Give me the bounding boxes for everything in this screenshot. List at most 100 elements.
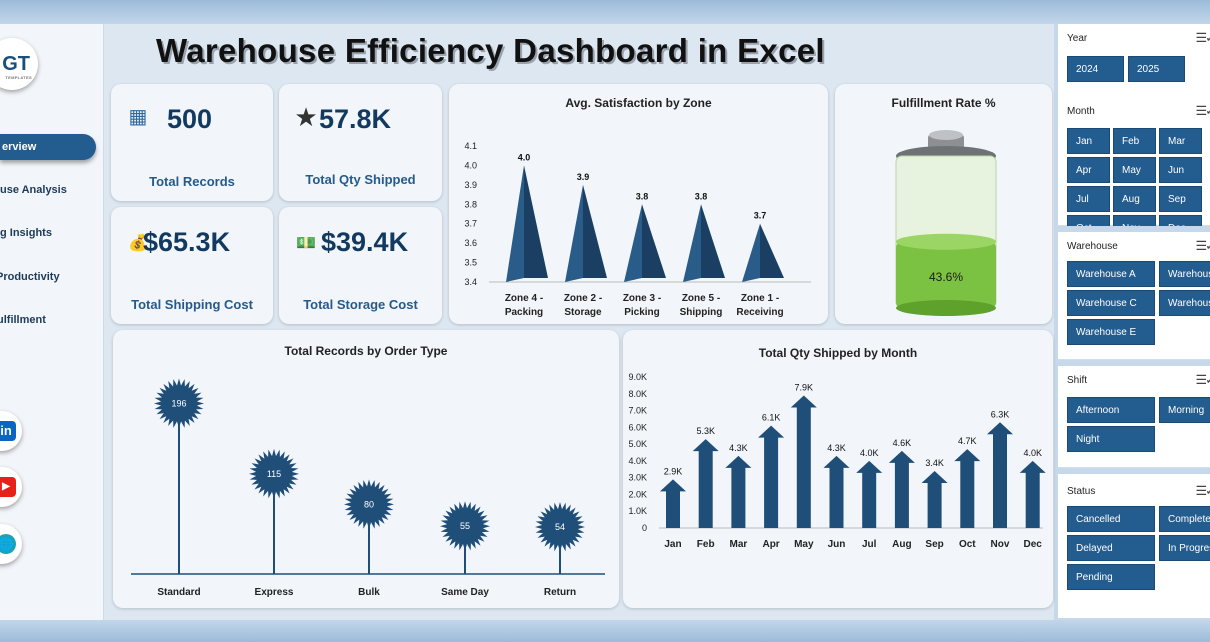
x-tick-label: Zone 3 - xyxy=(623,293,661,304)
slicer-button-mar[interactable]: Mar xyxy=(1159,128,1202,154)
data-label: 80 xyxy=(364,499,374,509)
chart-records-by-order-type: Total Records by Order Type 196 Standard 1… xyxy=(113,330,619,608)
nav-label: use Analysis xyxy=(0,184,67,196)
slicer-button-night[interactable]: Night xyxy=(1067,426,1155,452)
y-tick-label: 5.0K xyxy=(628,439,647,449)
window-bottom-bar xyxy=(0,620,1210,642)
nav-item-fulfillment[interactable]: ulfillment xyxy=(0,307,96,333)
nav-item-shipping-insights[interactable]: g Insights xyxy=(0,220,96,246)
slicer-button-delayed[interactable]: Delayed xyxy=(1067,535,1155,561)
kpi-value: $39.4K xyxy=(321,227,409,257)
y-tick-label: 3.9 xyxy=(464,180,477,190)
data-label: 7.9K xyxy=(795,382,814,392)
chart-title: Total Qty Shipped by Month xyxy=(758,346,918,360)
chart-title: Total Records by Order Type xyxy=(284,344,448,358)
slicer-button-cancelled[interactable]: Cancelled xyxy=(1067,506,1155,532)
slicer-button-afternoon[interactable]: Afternoon xyxy=(1067,397,1155,423)
slicer-warehouse: Warehouse ☰✓ Warehouse A Warehouse B War… xyxy=(1058,232,1210,360)
slicer-button-warehouse-d[interactable]: Warehouse D xyxy=(1159,290,1210,316)
x-tick-label: Jul xyxy=(862,539,877,550)
data-label: 196 xyxy=(171,398,186,408)
satisfaction-chart-svg: 3.4 3.5 3.6 3.7 3.8 3.9 4.0 4.1 4.0 Zone 4 - Packi… xyxy=(464,141,811,318)
slicer-button-dec[interactable]: Dec xyxy=(1159,215,1202,226)
slicer-button-warehouse-b[interactable]: Warehouse B xyxy=(1159,261,1210,287)
y-tick-label: 3.0K xyxy=(628,473,647,483)
nav-item-productivity[interactable]: Productivity xyxy=(0,264,96,290)
slicer-shift: Shift ☰✓ Afternoon Morning Night xyxy=(1058,366,1210,468)
chart-title: Fulfillment Rate % xyxy=(891,96,996,110)
slicer-button-jul[interactable]: Jul xyxy=(1067,186,1110,212)
x-tick-label: Dec xyxy=(1024,539,1043,550)
slicer-button-warehouse-e[interactable]: Warehouse E xyxy=(1067,319,1155,345)
data-label: 3.8 xyxy=(695,191,708,201)
slicer-button-in-progress[interactable]: In Progress xyxy=(1159,535,1210,561)
slicer-title: Warehouse xyxy=(1067,241,1118,252)
slicer-button-nov[interactable]: Nov xyxy=(1113,215,1156,226)
chart-title: Avg. Satisfaction by Zone xyxy=(565,96,712,110)
x-tick-label: May xyxy=(794,539,814,550)
money-icon: 💰 xyxy=(128,235,148,252)
slicer-button-2025[interactable]: 2025 xyxy=(1128,56,1185,82)
multi-select-icon[interactable]: ☰✓ xyxy=(1195,238,1210,253)
data-label: 4.6K xyxy=(893,438,912,448)
slicer-button-sep[interactable]: Sep xyxy=(1159,186,1202,212)
arrow-bar xyxy=(692,439,719,528)
x-tick-label: Jun xyxy=(828,539,846,550)
chart-qty-shipped-by-month: Total Qty Shipped by Month 0 1.0K 2.0K 3.0K… xyxy=(623,330,1053,608)
multi-select-icon[interactable]: ☰✓ xyxy=(1195,372,1210,387)
window-top-bar xyxy=(0,0,1210,24)
kpi-value: 500 xyxy=(167,104,213,134)
x-tick-label: Zone 1 - xyxy=(741,293,779,304)
multi-select-icon[interactable]: ☰✓ xyxy=(1195,30,1210,45)
slicer-button-warehouse-a[interactable]: Warehouse A xyxy=(1067,261,1155,287)
x-tick-label: Standard xyxy=(157,587,200,598)
arrow-bar xyxy=(954,449,981,528)
data-label: 54 xyxy=(555,522,565,532)
slicer-button-completed[interactable]: Completed xyxy=(1159,506,1210,532)
slicer-button-2024[interactable]: 2024 xyxy=(1067,56,1124,82)
multi-select-icon[interactable]: ☰✓ xyxy=(1195,483,1210,498)
nav-item-warehouse-analysis[interactable]: use Analysis xyxy=(0,177,96,203)
slicer-button-feb[interactable]: Feb xyxy=(1113,128,1156,154)
arrow-bar xyxy=(725,455,752,528)
website-button[interactable]: 🌐 xyxy=(0,524,22,564)
lollipop-head xyxy=(249,448,299,499)
slicer-button-morning[interactable]: Morning xyxy=(1159,397,1210,423)
arrow-bar xyxy=(987,422,1013,528)
slicer-button-pending[interactable]: Pending xyxy=(1067,564,1155,590)
youtube-button[interactable]: ▶ xyxy=(0,467,22,507)
arrow-bar xyxy=(660,479,686,528)
kpi-card-total-records: ▦ 500 Total Records xyxy=(111,84,273,201)
linkedin-button[interactable]: in xyxy=(0,411,22,451)
slicer-button-aug[interactable]: Aug xyxy=(1113,186,1156,212)
nav-label: erview xyxy=(2,141,37,153)
lollipop-head xyxy=(535,502,585,552)
slicer-button-apr[interactable]: Apr xyxy=(1067,157,1110,183)
y-tick-label: 4.0 xyxy=(464,160,477,170)
lollipop-head xyxy=(440,501,490,552)
slicer-button-oct[interactable]: Oct xyxy=(1067,215,1110,226)
data-label: 4.7K xyxy=(958,436,977,446)
x-tick-label: Sep xyxy=(925,539,943,550)
data-label: 3.7 xyxy=(754,211,767,221)
slicer-title: Month xyxy=(1067,106,1095,117)
slicer-button-may[interactable]: May xyxy=(1113,157,1156,183)
kpi-card-total-storage-cost: 💵 $39.4K Total Storage Cost xyxy=(279,207,442,324)
multi-select-icon[interactable]: ☰✓ xyxy=(1195,103,1210,118)
nav-item-overview[interactable]: erview xyxy=(0,134,96,160)
kpi-value: 57.8K xyxy=(319,104,392,134)
x-tick-label: Receiving xyxy=(736,307,783,318)
y-tick-label: 3.4 xyxy=(464,277,477,287)
slicer-button-jan[interactable]: Jan xyxy=(1067,128,1110,154)
x-tick-label: Apr xyxy=(762,539,779,550)
y-tick-label: 4.0K xyxy=(628,456,647,466)
pyramid-bar-left xyxy=(624,204,642,282)
sidebar: GT TEMPLATES erview use Analysis g Insig… xyxy=(0,24,104,620)
x-tick-label: Jan xyxy=(664,539,681,550)
slicer-button-warehouse-c[interactable]: Warehouse C xyxy=(1067,290,1155,316)
kpi-label: Total Storage Cost xyxy=(303,297,418,312)
y-tick-label: 0 xyxy=(642,523,647,533)
slicer-button-jun[interactable]: Jun xyxy=(1159,157,1202,183)
gauge-value-label: 43.6% xyxy=(929,270,963,284)
